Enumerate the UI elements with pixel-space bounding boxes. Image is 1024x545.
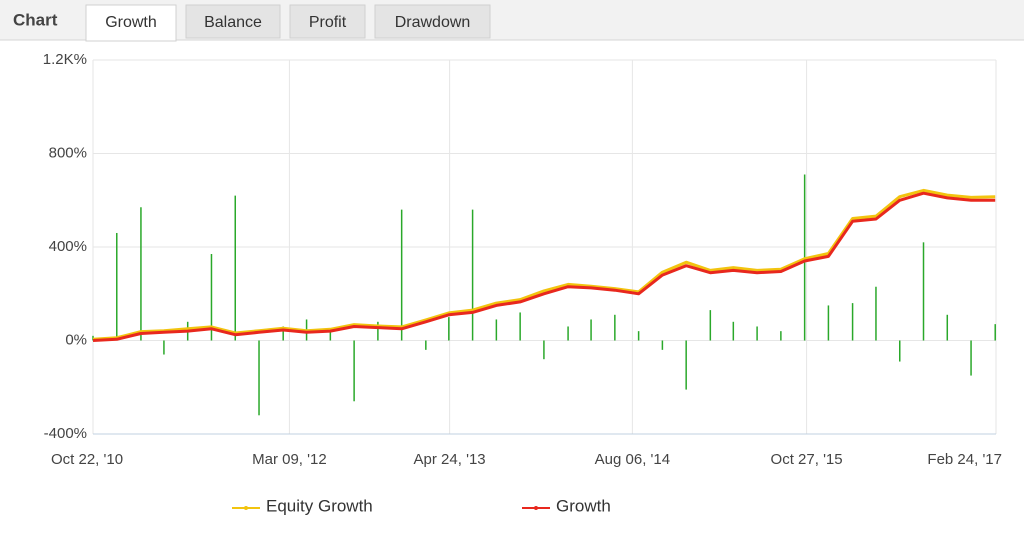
tab-background[interactable] — [374, 4, 491, 39]
plot: -400% 0% 400% 800% 1.2K% Oct 22, '10 Mar 09, '… — [43, 51, 1002, 516]
tab[interactable]: Drawdown — [374, 4, 491, 39]
series-line — [92, 188, 996, 341]
y-tick-label: 0% — [65, 331, 87, 348]
y-tick-label: -400% — [44, 425, 87, 442]
tab-background[interactable] — [289, 4, 366, 39]
tab[interactable]: Growth — [85, 4, 177, 42]
x-tick-label: Mar 09, '12 — [252, 451, 327, 468]
x-tick-label: Apr 24, '13 — [414, 451, 486, 468]
tab-label[interactable]: Profit — [309, 14, 347, 31]
legend-marker[interactable] — [534, 506, 538, 510]
tab-label[interactable]: Drawdown — [395, 14, 471, 31]
tab[interactable]: Profit — [289, 4, 366, 39]
tab-background[interactable] — [85, 4, 177, 42]
header-title: Chart — [13, 10, 58, 29]
legend-label[interactable]: Equity Growth — [266, 496, 373, 515]
tab-background[interactable] — [185, 4, 281, 39]
legend-label[interactable]: Growth — [556, 496, 611, 515]
x-tick-label: Aug 06, '14 — [595, 451, 670, 468]
x-tick-label: Oct 27, '15 — [771, 451, 843, 468]
y-tick-label: 800% — [49, 144, 87, 161]
legend-marker[interactable] — [244, 506, 248, 510]
legend-item[interactable]: Growth — [522, 496, 611, 515]
tabs: Growth Balance Profit Drawdown — [85, 4, 491, 42]
tab[interactable]: Balance — [185, 4, 281, 39]
y-tick-label: 1.2K% — [43, 51, 87, 68]
legend-item[interactable]: Equity Growth — [232, 496, 373, 515]
tab-label[interactable]: Growth — [105, 14, 157, 31]
tab-label[interactable]: Balance — [204, 14, 262, 31]
x-tick-label: Feb 24, '17 — [927, 451, 1002, 468]
series-line — [92, 191, 996, 342]
y-tick-label: 400% — [49, 238, 87, 255]
x-tick-label: Oct 22, '10 — [51, 451, 123, 468]
